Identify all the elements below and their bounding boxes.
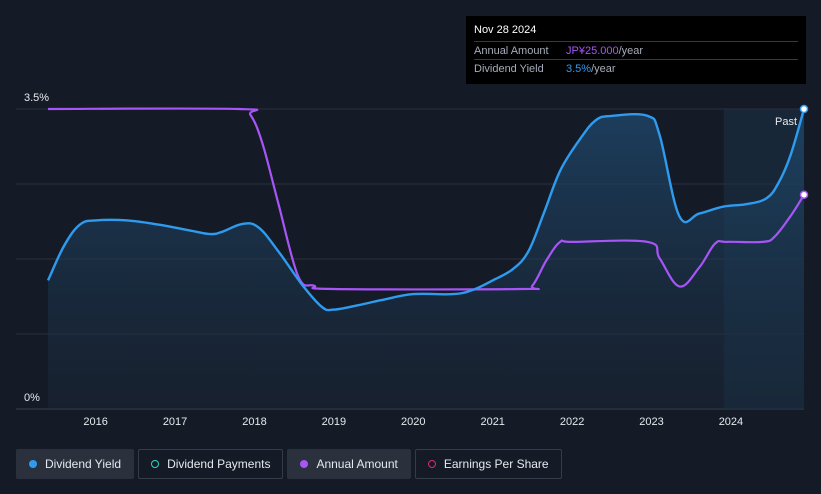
hover-tooltip: Nov 28 2024 Annual Amount JP¥25.000/year… bbox=[466, 16, 806, 84]
legend-dividend-yield[interactable]: Dividend Yield bbox=[16, 449, 135, 479]
annual-amount-end-marker[interactable] bbox=[799, 190, 809, 199]
dividend-yield-line bbox=[46, 108, 806, 312]
y-tick-label: 0% bbox=[24, 392, 40, 404]
x-tick-label: 2024 bbox=[719, 416, 743, 428]
tooltip-annual-amount-value: JP¥25.000 bbox=[566, 44, 619, 57]
tooltip-dividend-yield-row: Dividend Yield 3.5%/year bbox=[474, 59, 798, 77]
legend-annual-amount[interactable]: Annual Amount bbox=[287, 449, 411, 479]
legend-annual-amount-label: Annual Amount bbox=[316, 457, 398, 471]
legend-dividend-payments-dot bbox=[151, 460, 160, 468]
tooltip-dividend-yield-value: 3.5% bbox=[566, 62, 592, 75]
tooltip-dividend-yield-text: 3.5%/year bbox=[566, 63, 616, 75]
legend-dividend-yield-label: Dividend Yield bbox=[45, 457, 122, 471]
x-tick-label: 2016 bbox=[83, 416, 107, 428]
tooltip-annual-amount-text: JP¥25.000/year bbox=[566, 45, 643, 57]
x-tick-label: 2023 bbox=[639, 416, 663, 428]
dividend-yield-end-marker[interactable] bbox=[799, 104, 809, 114]
tooltip-annual-amount-row: Annual Amount JP¥25.000/year bbox=[474, 41, 798, 59]
legend-dividend-payments-label: Dividend Payments bbox=[167, 457, 271, 471]
x-tick-label: 2019 bbox=[322, 416, 346, 428]
annual-amount-line bbox=[47, 107, 805, 291]
legend-earnings-per-share[interactable]: Earnings Per Share bbox=[414, 449, 562, 479]
x-tick-label: 2018 bbox=[242, 416, 266, 428]
x-tick-label: 2020 bbox=[401, 416, 425, 428]
legend-dividend-payments[interactable]: Dividend Payments bbox=[138, 449, 284, 479]
legend-annual-amount-dot bbox=[300, 460, 309, 468]
tooltip-dividend-yield-label: Dividend Yield bbox=[474, 62, 544, 75]
x-tick-label: 2022 bbox=[560, 416, 584, 428]
past-label: Past bbox=[775, 116, 797, 128]
y-axis-ticks: 3.5% 0% bbox=[24, 92, 49, 404]
chart-legend: Dividend Yield Dividend Payments Annual … bbox=[16, 449, 562, 479]
x-tick-label: 2021 bbox=[480, 416, 504, 428]
x-tick-label: 2017 bbox=[163, 416, 187, 428]
legend-earnings-per-share-dot bbox=[427, 460, 436, 468]
tooltip-dividend-yield-unit: /year bbox=[591, 62, 616, 75]
dividend-yield-area bbox=[48, 109, 804, 409]
legend-dividend-yield-dot bbox=[29, 460, 37, 468]
tooltip-annual-amount-unit: /year bbox=[618, 44, 644, 57]
tooltip-date: Nov 28 2024 bbox=[474, 24, 537, 36]
legend-earnings-per-share-label: Earnings Per Share bbox=[443, 457, 549, 471]
x-axis-ticks: 2016 2017 2018 2019 2020 2021 2022 2023 2024 bbox=[83, 416, 743, 428]
y-tick-label: 3.5% bbox=[24, 92, 49, 104]
tooltip-annual-amount-label: Annual Amount bbox=[474, 44, 549, 57]
